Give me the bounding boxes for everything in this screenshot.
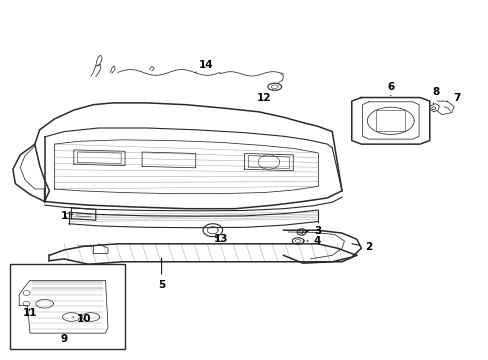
Bar bbox=[10, 264, 125, 348]
Text: 13: 13 bbox=[213, 234, 228, 244]
Text: 1: 1 bbox=[61, 211, 73, 221]
Text: 5: 5 bbox=[158, 258, 165, 290]
Text: 14: 14 bbox=[195, 60, 213, 72]
Text: 12: 12 bbox=[256, 90, 272, 103]
Text: 8: 8 bbox=[431, 87, 439, 104]
Text: 7: 7 bbox=[446, 93, 459, 103]
Text: 10: 10 bbox=[73, 314, 91, 324]
Text: 6: 6 bbox=[386, 82, 394, 96]
Text: 3: 3 bbox=[305, 226, 321, 236]
Text: 9: 9 bbox=[61, 333, 67, 343]
Text: 4: 4 bbox=[306, 236, 321, 246]
Text: 11: 11 bbox=[22, 309, 37, 318]
Text: 2: 2 bbox=[351, 242, 372, 252]
